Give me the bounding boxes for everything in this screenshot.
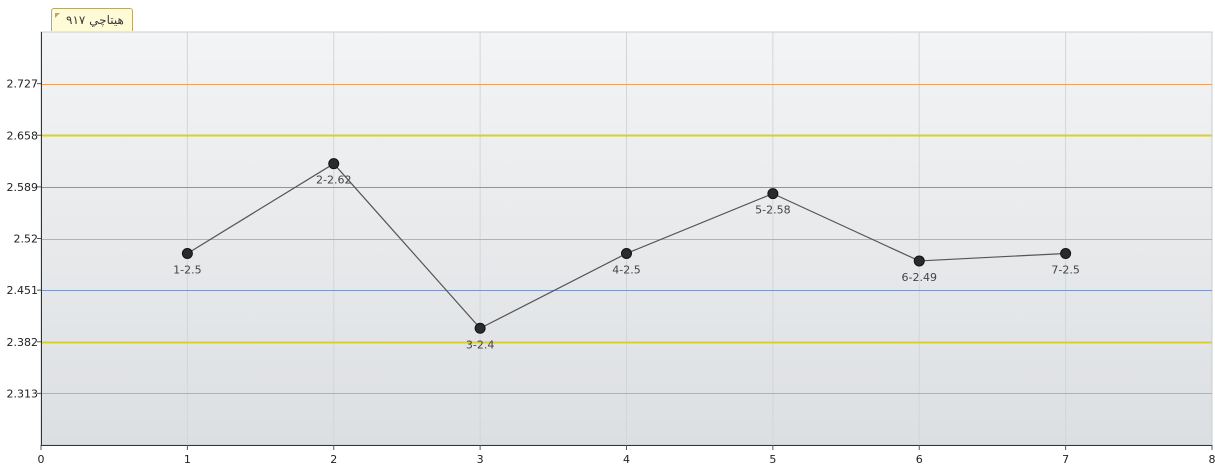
data-point [1060, 247, 1072, 259]
x-tick-label: 2 [330, 453, 337, 466]
data-label: 3-2.4 [466, 338, 494, 351]
data-label: 7-2.5 [1051, 263, 1079, 276]
x-tick-label: 6 [916, 453, 923, 466]
data-label: 1-2.5 [173, 263, 201, 276]
x-tick-label: 4 [623, 453, 630, 466]
x-tick-label: 3 [477, 453, 484, 466]
x-tick-label: 7 [1062, 453, 1069, 466]
y-tick-label: 2.52 [14, 233, 39, 246]
data-label: 4-2.5 [612, 263, 640, 276]
y-tick-label: 2.589 [7, 181, 39, 194]
y-tick-label: 2.658 [7, 129, 39, 142]
data-label: 6-2.49 [902, 271, 937, 284]
data-point [328, 158, 340, 170]
data-point [913, 255, 925, 267]
data-point [767, 188, 779, 200]
y-tick-label: 2.382 [7, 336, 39, 349]
x-tick-label: 0 [38, 453, 45, 466]
data-label: 2-2.62 [316, 174, 351, 187]
data-point [181, 247, 193, 259]
y-tick-label: 2.451 [7, 284, 39, 297]
data-point [474, 322, 486, 334]
y-tick-label: 2.313 [7, 387, 39, 400]
x-tick-label: 1 [184, 453, 191, 466]
chart-title: هيتاچي ٩١٧ [51, 8, 133, 31]
x-tick-label: 8 [1209, 453, 1215, 466]
x-tick-label: 5 [769, 453, 776, 466]
y-tick-label: 2.727 [7, 78, 39, 91]
data-label: 5-2.58 [755, 204, 790, 217]
data-point [621, 247, 632, 259]
